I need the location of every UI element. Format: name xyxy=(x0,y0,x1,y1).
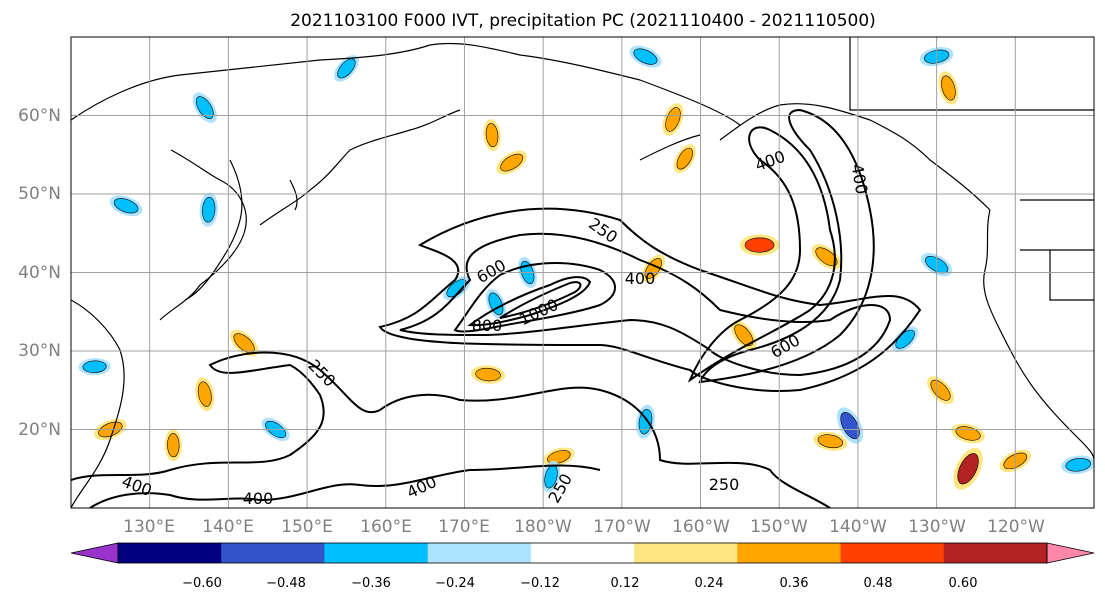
lon-label-150w: 150°W xyxy=(750,517,808,537)
contour-label: 1000 xyxy=(516,295,561,329)
lon-label-180w: 180°W xyxy=(514,517,572,537)
lat-label-30n: 30°N xyxy=(18,341,61,361)
precip-anomaly-blob xyxy=(230,329,259,357)
precip-anomaly-blob xyxy=(496,150,527,175)
lon-label-170w: 170°W xyxy=(593,517,651,537)
lat-label-50n: 50°N xyxy=(18,184,61,204)
colorbar-swatch xyxy=(118,543,222,563)
colorbar-swatch xyxy=(737,543,842,563)
precip-anomaly-blob xyxy=(629,45,662,68)
graticule xyxy=(71,37,1094,508)
precip-anomaly-blob xyxy=(334,55,359,82)
ivt-800-contour xyxy=(467,276,592,327)
contour-label: 400 xyxy=(625,269,656,288)
precip-layer xyxy=(78,45,1094,493)
alaska-coastline xyxy=(639,103,991,211)
lon-label-160e: 160°E xyxy=(360,517,412,537)
precip-anomaly-blob xyxy=(938,71,959,105)
lat-labels: 20°N 30°N 40°N 50°N 60°N xyxy=(18,106,61,440)
ivt-600-contour xyxy=(453,262,616,333)
ivt-contours xyxy=(71,108,922,508)
precip-anomaly-blob xyxy=(192,92,217,123)
colorbar-tick: −0.60 xyxy=(182,576,222,591)
colorbar-swatch xyxy=(943,543,1048,563)
colorbar-tick: 0.24 xyxy=(695,576,724,591)
contour-labels: 250 400 600 800 1000 400 400 600 250 400… xyxy=(119,147,871,508)
map-frame xyxy=(70,36,1095,509)
colorbar-ticks: −0.60 −0.48 −0.36 −0.24 −0.12 0.12 0.24 … xyxy=(182,576,977,591)
colorbar-swatch xyxy=(530,543,635,563)
map-panel xyxy=(71,37,1094,508)
colorbar-swatch xyxy=(634,543,738,563)
colorbar-tick: 0.48 xyxy=(864,576,893,591)
precip-anomaly-blob xyxy=(109,195,143,217)
lon-label-170e: 170°E xyxy=(438,517,490,537)
lon-label-130w: 130°W xyxy=(908,517,966,537)
ivt-400-contour-south xyxy=(89,464,601,508)
precip-anomaly-blob xyxy=(78,358,111,376)
lon-label-120w: 120°W xyxy=(987,517,1045,537)
precip-anomaly-blob xyxy=(164,429,182,462)
colorbar xyxy=(70,542,1095,564)
ivt-1000-contour xyxy=(499,281,582,319)
contour-label: 600 xyxy=(767,330,803,362)
precip-anomaly-blob xyxy=(739,234,780,256)
lat-label-40n: 40°N xyxy=(18,263,61,283)
asia-coastline xyxy=(71,42,741,508)
contour-label: 400 xyxy=(847,162,871,195)
colorbar-tick: −0.48 xyxy=(266,576,306,591)
lon-label-140w: 140°W xyxy=(829,517,887,537)
colorbar-tick: −0.36 xyxy=(351,576,391,591)
colorbar-swatch xyxy=(221,543,325,563)
precip-anomaly-blob xyxy=(836,407,864,444)
north-america-coastline xyxy=(849,37,1094,461)
colorbar-frame xyxy=(117,542,1048,564)
precip-anomaly-blob xyxy=(813,431,848,451)
precip-anomaly-blob xyxy=(471,365,506,384)
ivt-outer-east-contour-2 xyxy=(698,108,875,384)
colorbar-swatch xyxy=(324,543,429,563)
precip-anomaly-blob xyxy=(641,254,666,283)
precip-anomaly-blob xyxy=(195,377,215,412)
colorbar-tick: 0.12 xyxy=(611,576,640,591)
ivt-250-contour-north xyxy=(378,207,922,392)
lon-labels: 130°E 140°E 150°E 160°E 170°E 180°W 170°… xyxy=(123,517,1045,537)
precip-anomaly-blob xyxy=(662,103,684,136)
lon-label-130e: 130°E xyxy=(123,517,175,537)
precip-anomaly-blob xyxy=(673,144,696,174)
contour-label: 800 xyxy=(472,316,503,335)
lat-label-60n: 60°N xyxy=(18,106,61,126)
colorbar-tick: 0.36 xyxy=(780,576,809,591)
colorbar-tick: −0.12 xyxy=(520,576,560,591)
japan-coastline xyxy=(184,159,298,301)
colorbar-tick: 0.60 xyxy=(949,576,978,591)
ivt-250-contour-south xyxy=(71,351,831,508)
contour-label: 250 xyxy=(709,475,740,494)
precip-anomaly-blob xyxy=(541,460,561,493)
precip-anomaly-blob xyxy=(443,276,471,301)
contour-label: 400 xyxy=(753,147,788,175)
precip-anomaly-blob xyxy=(927,376,954,405)
precip-anomaly-blob xyxy=(483,119,501,152)
lon-label-150e: 150°E xyxy=(281,517,333,537)
lat-label-20n: 20°N xyxy=(18,420,61,440)
contour-label: 250 xyxy=(304,356,339,391)
precip-anomaly-blob xyxy=(953,447,983,490)
colorbar-extend-high xyxy=(1046,542,1095,564)
colorbar-swatch xyxy=(427,543,532,563)
contour-label: 400 xyxy=(243,489,274,508)
figure-title: 2021103100 F000 IVT, precipitation PC (2… xyxy=(290,11,876,31)
colorbar-tick: −0.24 xyxy=(435,576,475,591)
colorbar-swatch xyxy=(840,543,945,563)
ivt-outer-east-contour xyxy=(687,126,836,383)
precip-anomaly-blob xyxy=(1061,455,1094,475)
lon-label-140e: 140°E xyxy=(202,517,254,537)
precip-anomaly-blob xyxy=(199,192,218,227)
colorbar-extend-low xyxy=(70,542,119,564)
lon-label-160w: 160°W xyxy=(672,517,730,537)
ivt-400-contour xyxy=(399,232,892,377)
precip-anomaly-blob xyxy=(951,423,985,444)
